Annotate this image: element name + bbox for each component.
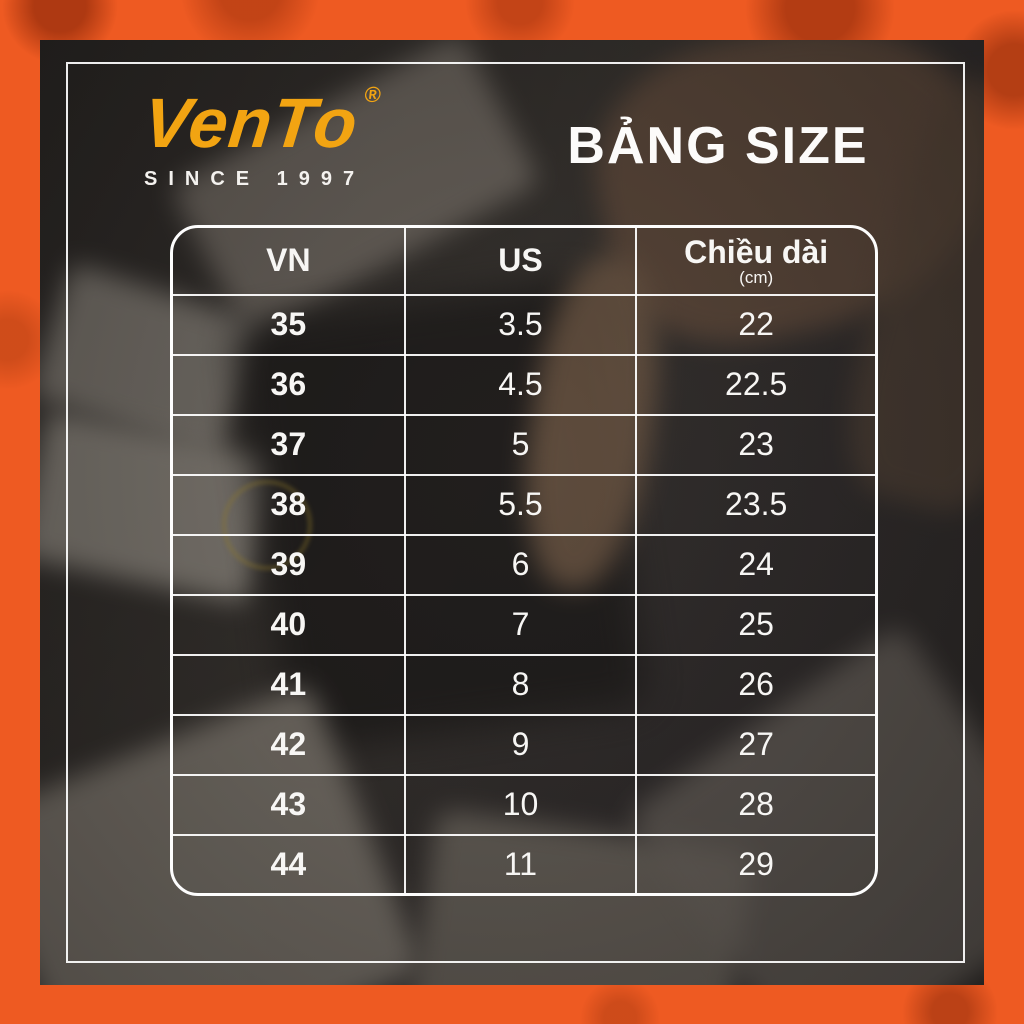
size-cell: 5.5 bbox=[403, 473, 638, 536]
column-unit: (cm) bbox=[739, 268, 774, 288]
table-row: 41 8 26 bbox=[173, 653, 875, 716]
size-cell: 10 bbox=[403, 773, 638, 836]
brand-wordmark: VenTo® bbox=[140, 82, 383, 162]
page-title: BẢNG SIZE bbox=[567, 117, 869, 175]
size-cell: 35 bbox=[173, 294, 406, 356]
brand-logo: VenTo® SINCE 1997 bbox=[140, 82, 464, 191]
size-cell: 39 bbox=[173, 533, 406, 596]
size-cell: 7 bbox=[403, 593, 638, 656]
inner-frame bbox=[66, 62, 965, 963]
background-photo: VenTo® SINCE 1997 BẢNG SIZE VN US C bbox=[40, 40, 984, 985]
column-header-vn: VN bbox=[173, 228, 406, 296]
column-label: Chiều dài bbox=[684, 233, 829, 270]
brand-tagline: SINCE 1997 bbox=[144, 168, 366, 190]
size-cell: 6 bbox=[403, 533, 638, 596]
size-table-container: VN US Chiều dài (cm) 35 3.5 bbox=[170, 225, 878, 896]
size-cell: 43 bbox=[173, 773, 406, 836]
size-cell: 41 bbox=[173, 653, 406, 716]
size-cell: 23 bbox=[635, 413, 875, 476]
registered-trademark-mark: ® bbox=[363, 82, 384, 107]
table-row: 37 5 23 bbox=[173, 413, 875, 476]
size-cell: 38 bbox=[173, 473, 406, 536]
size-cell: 28 bbox=[635, 773, 875, 836]
table-row: 40 7 25 bbox=[173, 593, 875, 656]
size-cell: 42 bbox=[173, 713, 406, 776]
size-cell: 37 bbox=[173, 413, 406, 476]
size-cell: 26 bbox=[635, 653, 875, 716]
table-row: 43 10 28 bbox=[173, 773, 875, 836]
table-row: 38 5.5 23.5 bbox=[173, 473, 875, 536]
size-cell: 40 bbox=[173, 593, 406, 656]
table-row: 44 11 29 bbox=[173, 833, 875, 893]
size-cell: 4.5 bbox=[403, 353, 638, 416]
size-cell: 29 bbox=[635, 833, 875, 893]
size-cell: 36 bbox=[173, 353, 406, 416]
column-header-us: US bbox=[403, 228, 638, 296]
table-row: 36 4.5 22.5 bbox=[173, 353, 875, 416]
column-label: VN bbox=[266, 242, 311, 279]
header-row: VN US Chiều dài (cm) bbox=[173, 228, 875, 296]
size-cell: 23.5 bbox=[635, 473, 875, 536]
column-header-length: Chiều dài (cm) bbox=[635, 228, 875, 296]
size-cell: 44 bbox=[173, 833, 406, 893]
size-cell: 3.5 bbox=[403, 294, 638, 356]
size-cell: 22.5 bbox=[635, 353, 875, 416]
table-row: 39 6 24 bbox=[173, 533, 875, 596]
size-cell: 8 bbox=[403, 653, 638, 716]
size-cell: 9 bbox=[403, 713, 638, 776]
column-label: US bbox=[498, 242, 543, 279]
size-cell: 22 bbox=[635, 294, 875, 356]
table-row: 35 3.5 22 bbox=[173, 294, 875, 356]
size-cell: 27 bbox=[635, 713, 875, 776]
size-table: VN US Chiều dài (cm) 35 3.5 bbox=[173, 228, 875, 893]
size-cell: 11 bbox=[403, 833, 638, 893]
size-cell: 24 bbox=[635, 533, 875, 596]
size-cell: 5 bbox=[403, 413, 638, 476]
brand-name-text: VenTo bbox=[139, 84, 362, 162]
size-cell: 25 bbox=[635, 593, 875, 656]
table-row: 42 9 27 bbox=[173, 713, 875, 776]
